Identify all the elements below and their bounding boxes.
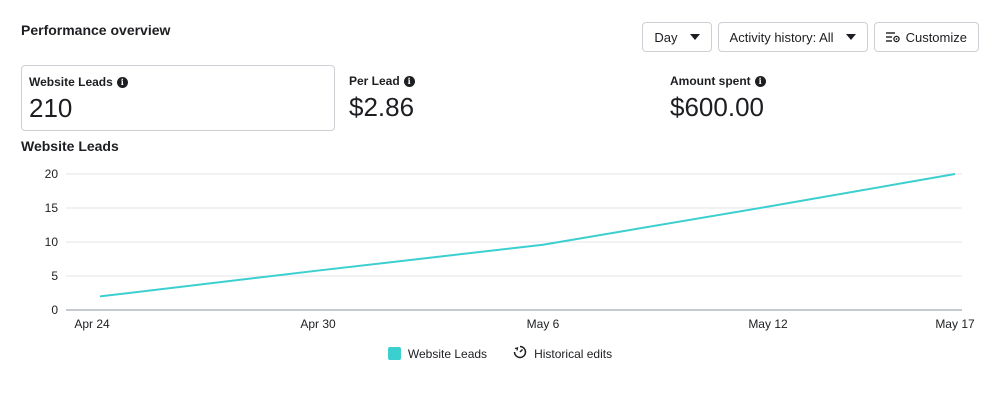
chart-legend: Website Leads Historical edits <box>0 345 1000 362</box>
metric-label: Amount spent <box>670 74 751 88</box>
series-line-website-leads <box>99 173 956 298</box>
metric-value: $2.86 <box>349 92 415 122</box>
caret-down-icon <box>845 34 856 40</box>
y-tick-label: 5 <box>51 269 58 283</box>
legend-label: Website Leads <box>407 346 488 361</box>
customize-label: Customize <box>905 29 967 45</box>
y-tick-label: 15 <box>45 201 59 215</box>
info-icon[interactable]: i <box>403 75 415 87</box>
metric-value: 210 <box>29 93 73 123</box>
y-tick-label: 10 <box>45 235 59 249</box>
chart-title: Website Leads <box>21 138 119 154</box>
metrics-row: Website Leads i 210 Per Lead i $2.86 Amo… <box>21 65 981 131</box>
x-tick-label: May 12 <box>748 317 788 331</box>
legend-item-historical-edits[interactable]: Historical edits <box>513 345 612 362</box>
metric-per-lead[interactable]: Per Lead i $2.86 <box>342 65 642 131</box>
caret-down-icon <box>689 34 700 40</box>
legend-item-website-leads[interactable]: Website Leads <box>387 345 488 362</box>
customize-button[interactable]: Customize <box>873 22 979 52</box>
page-title: Performance overview <box>21 22 171 38</box>
customize-icon <box>885 31 900 43</box>
legend-label: Historical edits <box>534 346 613 361</box>
metric-amount-spent[interactable]: Amount spent i $600.00 <box>663 65 963 131</box>
toolbar: Day Activity history: All Customize <box>642 22 979 52</box>
y-tick-label: 0 <box>51 303 58 317</box>
metric-website-leads[interactable]: Website Leads i 210 <box>21 65 335 131</box>
activity-history-label: Activity history: All <box>729 29 834 45</box>
metric-value: $600.00 <box>670 92 764 122</box>
activity-history-dropdown[interactable]: Activity history: All <box>717 22 868 52</box>
x-tick-label: May 17 <box>935 317 975 331</box>
legend-swatch <box>387 347 401 360</box>
y-tick-label: 20 <box>45 167 59 181</box>
info-icon[interactable]: i <box>116 76 128 88</box>
historical-edits-icon <box>513 345 527 362</box>
x-tick-label: Apr 24 <box>74 317 110 331</box>
day-dropdown[interactable]: Day <box>642 22 712 52</box>
x-tick-label: Apr 30 <box>300 317 336 331</box>
metric-label: Per Lead <box>349 74 400 88</box>
line-chart: 0 5 10 15 20 Apr 24 Apr 30 May 6 May 12 May 17 <box>45 167 975 331</box>
x-tick-label: May 6 <box>527 317 560 331</box>
metric-label: Website Leads <box>29 75 113 89</box>
day-dropdown-label: Day <box>654 29 678 45</box>
info-icon[interactable]: i <box>754 75 766 87</box>
